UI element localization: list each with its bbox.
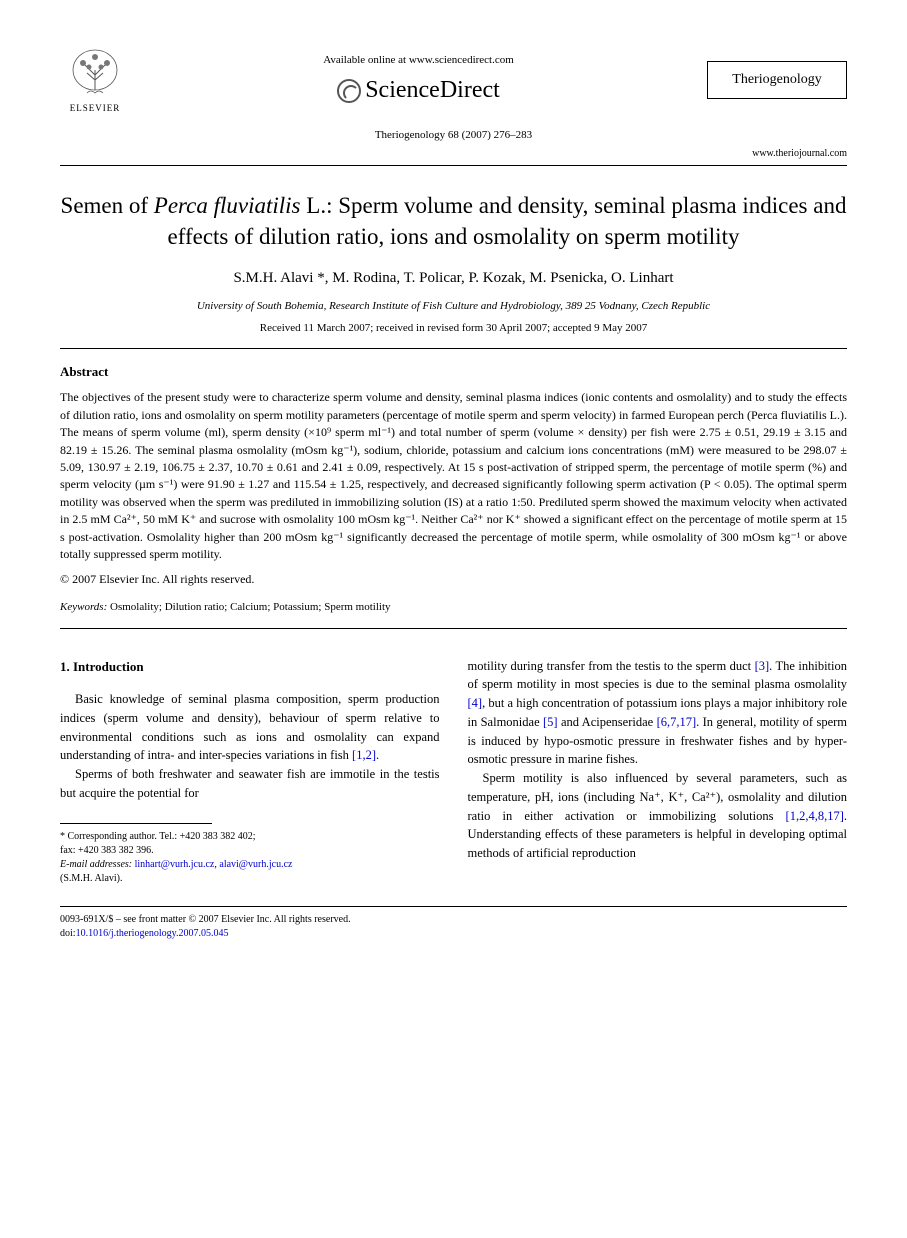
rule-top: [60, 165, 847, 166]
journal-box: Theriogenology: [707, 61, 847, 99]
sd-swirl-icon: [337, 79, 361, 103]
p3a: motility during transfer from the testis…: [468, 659, 755, 673]
intro-heading: 1. Introduction: [60, 657, 440, 677]
keywords-values: Osmolality; Dilution ratio; Calcium; Pot…: [107, 601, 390, 613]
received-dates: Received 11 March 2007; received in revi…: [60, 321, 847, 336]
title-pre: Semen of: [61, 193, 154, 218]
intro-p3: motility during transfer from the testis…: [468, 657, 848, 770]
intro-p1-text: Basic knowledge of seminal plasma compos…: [60, 692, 440, 762]
footer-copyright: 0093-691X/$ – see front matter © 2007 El…: [60, 913, 847, 927]
doi-label: doi:: [60, 928, 76, 939]
sd-logo: ScienceDirect: [130, 74, 707, 108]
ref-link[interactable]: [1,2]: [352, 748, 376, 762]
sciencedirect-block: Available online at www.sciencedirect.co…: [130, 53, 707, 108]
keywords-label: Keywords:: [60, 601, 107, 613]
keywords-line: Keywords: Osmolality; Dilution ratio; Ca…: [60, 600, 847, 615]
footnote-separator: [60, 823, 212, 824]
sd-available-text: Available online at www.sciencedirect.co…: [130, 53, 707, 68]
corr-fax: fax: +420 383 382 396.: [60, 844, 440, 858]
affiliation: University of South Bohemia, Research In…: [60, 299, 847, 314]
elsevier-logo: ELSEVIER: [60, 40, 130, 120]
corr-author: * Corresponding author. Tel.: +420 383 3…: [60, 830, 440, 844]
doi-link[interactable]: 10.1016/j.theriogenology.2007.05.045: [76, 928, 229, 939]
sd-name: ScienceDirect: [365, 74, 500, 108]
email-link-2[interactable]: alavi@vurh.jcu.cz: [219, 859, 292, 870]
abstract-body: The objectives of the present study were…: [60, 389, 847, 563]
abstract-heading: Abstract: [60, 363, 847, 381]
journal-name: Theriogenology: [720, 70, 834, 90]
footer-separator: [60, 906, 847, 907]
column-right: motility during transfer from the testis…: [468, 657, 848, 886]
email-label: E-mail addresses:: [60, 859, 132, 870]
ref-link[interactable]: [6,7,17]: [657, 715, 697, 729]
intro-p1: Basic knowledge of seminal plasma compos…: [60, 690, 440, 765]
intro-p1-end: .: [376, 748, 379, 762]
email-link-1[interactable]: linhart@vurh.jcu.cz: [135, 859, 215, 870]
authors-line: S.M.H. Alavi *, M. Rodina, T. Policar, P…: [60, 268, 847, 289]
intro-p2: Sperms of both freshwater and seawater f…: [60, 765, 440, 803]
rule-above-abstract: [60, 348, 847, 349]
corr-name: (S.M.H. Alavi).: [60, 872, 440, 886]
elsevier-label: ELSEVIER: [70, 102, 121, 115]
p3d: and Acipenseridae: [558, 715, 657, 729]
footer-doi: doi:10.1016/j.theriogenology.2007.05.045: [60, 927, 847, 941]
column-left: 1. Introduction Basic knowledge of semin…: [60, 657, 440, 886]
footnote-block: * Corresponding author. Tel.: +420 383 3…: [60, 830, 440, 886]
ref-link[interactable]: [4]: [468, 696, 483, 710]
elsevier-tree-icon: [65, 45, 125, 100]
abstract-copyright: © 2007 Elsevier Inc. All rights reserved…: [60, 571, 847, 588]
journal-url: www.theriojournal.com: [60, 147, 847, 161]
title-italic: Perca fluviatilis: [154, 193, 301, 218]
ref-link[interactable]: [5]: [543, 715, 558, 729]
article-title: Semen of Perca fluviatilis L.: Sperm vol…: [60, 190, 847, 252]
corr-emails: E-mail addresses: linhart@vurh.jcu.cz, a…: [60, 858, 440, 872]
rule-below-abstract: [60, 628, 847, 629]
ref-link[interactable]: [1,2,4,8,17]: [786, 809, 844, 823]
ref-link[interactable]: [3]: [755, 659, 770, 673]
page-header: ELSEVIER Available online at www.science…: [60, 40, 847, 120]
body-columns: 1. Introduction Basic knowledge of semin…: [60, 657, 847, 886]
citation-line: Theriogenology 68 (2007) 276–283: [60, 128, 847, 143]
intro-p4: Sperm motility is also influenced by sev…: [468, 769, 848, 863]
